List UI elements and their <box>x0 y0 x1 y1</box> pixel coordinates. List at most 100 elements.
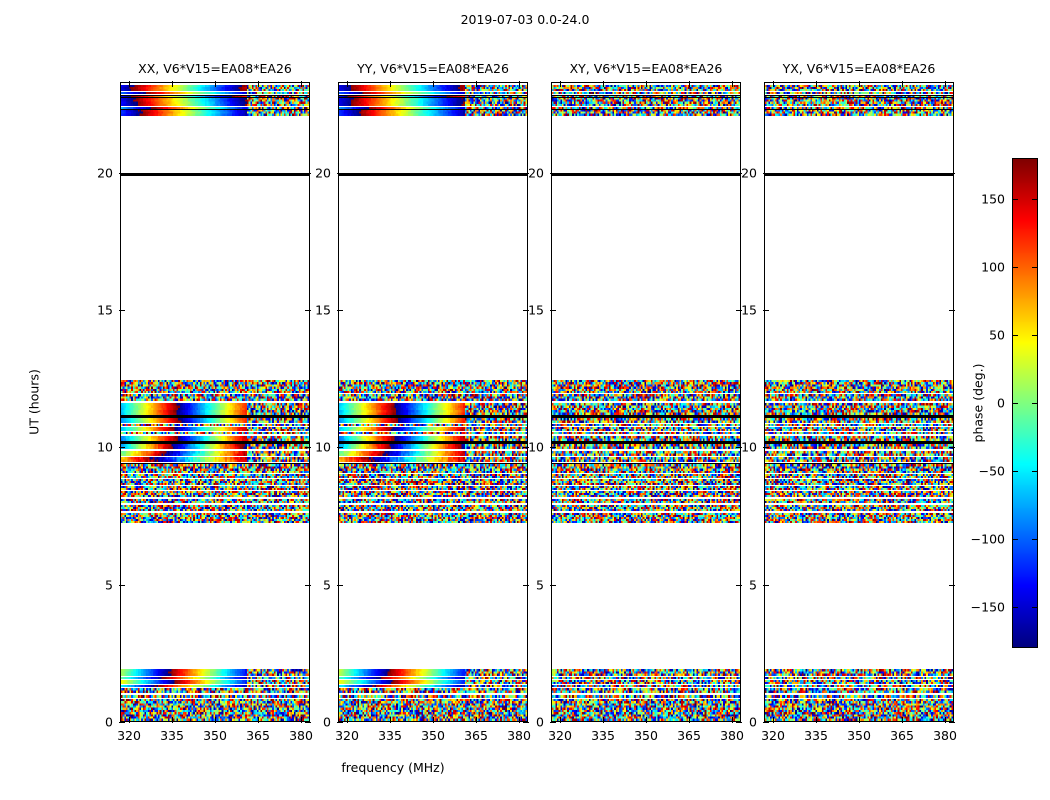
x-tick-label: 380 <box>933 728 957 743</box>
y-tick-label: 20 <box>528 165 544 181</box>
y-tick-label: 0 <box>105 714 113 730</box>
x-tick <box>945 81 946 87</box>
y-tick <box>736 585 742 586</box>
scan-block <box>339 424 527 426</box>
x-tick <box>646 81 647 87</box>
scan-block <box>765 441 953 443</box>
x-tick <box>476 81 477 87</box>
scan-block <box>765 457 953 462</box>
scan-block <box>552 474 740 478</box>
scan-block <box>339 688 527 693</box>
x-tick <box>433 717 434 723</box>
y-tick-label: 20 <box>315 165 331 181</box>
scan-block <box>552 513 740 523</box>
scan-block <box>765 669 953 676</box>
scan-block <box>121 669 309 676</box>
y-tick <box>949 722 955 723</box>
x-tick-label: 320 <box>117 728 141 743</box>
x-tick-label: 380 <box>289 728 313 743</box>
scan-separator <box>552 463 740 464</box>
scan-separator <box>552 109 740 110</box>
panel-xx[interactable]: XX, V6*V15=EA08*EA26 0 5 10 15 20 320 335 350 365… <box>97 61 313 743</box>
y-tick <box>736 722 742 723</box>
panel-xy[interactable]: XY, V6*V15=EA08*EA26 0 5 10 15 20 320 335 350 365… <box>528 61 744 743</box>
panel-axes <box>551 82 741 722</box>
x-tick <box>902 717 903 723</box>
scan-block <box>552 669 740 676</box>
scan-block <box>339 505 527 511</box>
y-tick <box>949 585 955 586</box>
colorbar[interactable]: 150 100 50 0 −50 −100 −150 <box>971 158 1038 648</box>
y-tick <box>119 447 125 448</box>
scan-block <box>552 491 740 497</box>
scan-block <box>765 486 953 490</box>
x-tick <box>646 717 647 723</box>
scan-block <box>765 451 953 456</box>
colorbar-tick <box>1032 266 1038 268</box>
scan-block <box>765 513 953 523</box>
scan-block <box>552 427 740 431</box>
y-tick <box>119 173 125 174</box>
scan-block <box>121 688 309 693</box>
scan-block <box>121 436 309 441</box>
scan-block <box>121 699 309 721</box>
scan-separator <box>121 97 309 98</box>
x-tick-label: 335 <box>160 728 184 743</box>
x-tick <box>258 717 259 723</box>
scan-block <box>339 486 527 490</box>
scan-block <box>121 97 309 106</box>
scan-block <box>552 394 740 401</box>
y-tick-label: 15 <box>97 302 113 318</box>
scan-separator <box>765 95 953 96</box>
scan-block <box>339 451 527 456</box>
scan-block <box>552 418 740 423</box>
scan-block <box>765 380 953 391</box>
scan-block <box>552 432 740 434</box>
scan-block <box>765 505 953 511</box>
scan-block <box>339 464 527 473</box>
scan-block <box>552 464 740 473</box>
scan-block <box>121 457 309 462</box>
scan-block <box>339 95 527 97</box>
scan-block <box>552 85 740 91</box>
scan-block <box>121 394 309 401</box>
colorbar-tick-label: −50 <box>978 463 1005 479</box>
scan-block <box>765 416 953 418</box>
panel-yy[interactable]: YY, V6*V15=EA08*EA26 0 5 10 15 20 320 335 350 365… <box>315 61 531 743</box>
scan-block <box>121 424 309 426</box>
scan-block <box>339 685 527 687</box>
x-tick <box>519 81 520 87</box>
scan-block <box>121 444 309 449</box>
x-tick-label: 380 <box>720 728 744 743</box>
colorbar-tick <box>1012 334 1018 336</box>
scan-block <box>765 677 953 679</box>
colorbar-tick <box>1012 198 1018 200</box>
x-tick <box>172 717 173 723</box>
scan-block <box>765 491 953 497</box>
x-tick <box>390 81 391 87</box>
scan-block <box>121 486 309 490</box>
scan-separator <box>552 443 740 444</box>
scan-block <box>339 695 527 698</box>
panel-yx[interactable]: YX, V6*V15=EA08*EA26 0 5 10 15 20 320 335 350 365… <box>741 61 957 743</box>
scan-block <box>121 513 309 523</box>
y-tick <box>550 585 556 586</box>
scan-separator <box>339 415 527 416</box>
scan-block <box>765 479 953 485</box>
scan-block <box>552 444 740 449</box>
y-tick-label: 10 <box>97 439 113 455</box>
y-tick-label: 5 <box>536 577 544 593</box>
scan-block <box>121 685 309 687</box>
x-tick <box>433 81 434 87</box>
scan-block <box>765 464 953 473</box>
panel-axes <box>338 82 528 722</box>
x-tick <box>859 81 860 87</box>
colorbar-tick-label: 50 <box>989 327 1005 343</box>
scan-block <box>765 173 953 176</box>
colorbar-label: phase (deg.) <box>970 363 986 443</box>
scan-block <box>552 109 740 116</box>
x-tick-label: 350 <box>421 728 445 743</box>
y-tick-label: 20 <box>97 165 113 181</box>
scan-block <box>121 418 309 423</box>
scan-separator <box>765 463 953 464</box>
